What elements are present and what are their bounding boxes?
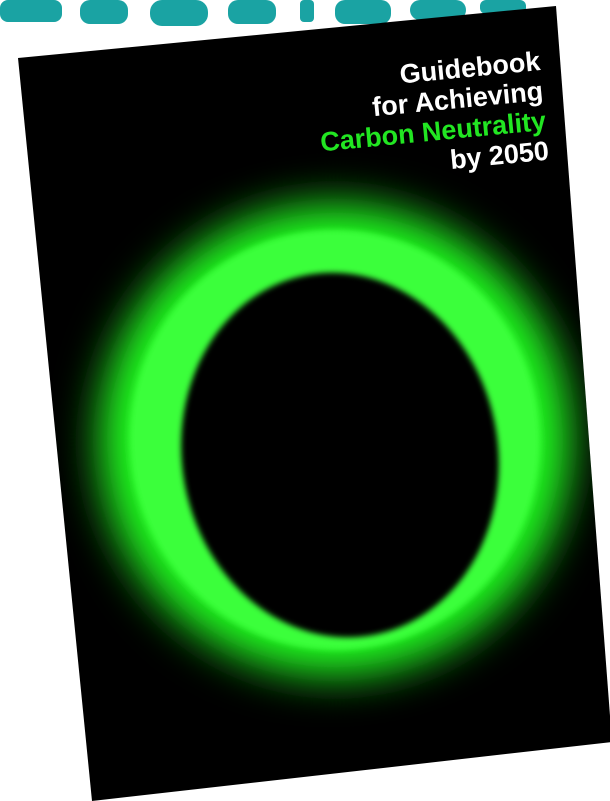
- ring-hole: [181, 272, 499, 638]
- cropped-heading: [0, 0, 526, 26]
- cover-art: [100, 205, 570, 675]
